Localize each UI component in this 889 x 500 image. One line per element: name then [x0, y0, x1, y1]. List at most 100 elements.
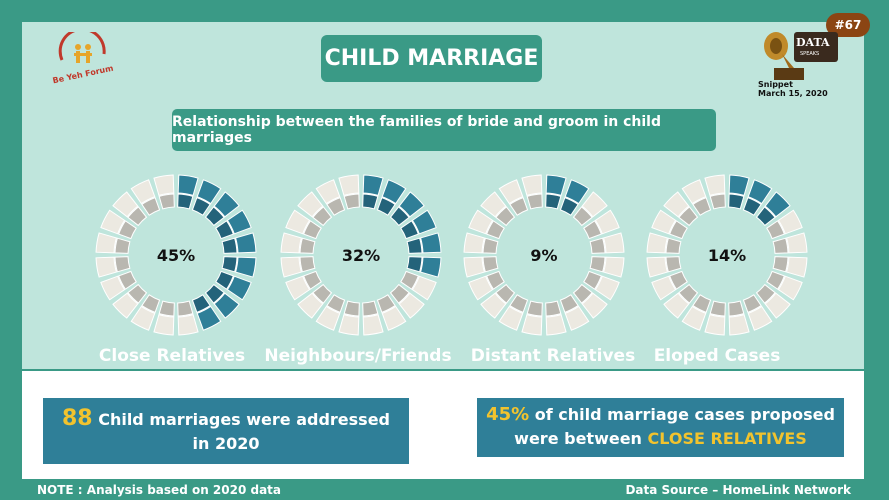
snippet-date-text: March 15, 2020 [758, 89, 828, 98]
donut-inner-segment-filled [559, 197, 579, 216]
donut-segment-empty [463, 256, 486, 278]
donut-segment-filled [411, 209, 437, 235]
donut-segment-empty [297, 292, 324, 319]
donut-segment-empty [468, 275, 494, 301]
donut-segment-empty [100, 209, 126, 235]
data-speaks-subtitle: SPEAKS [800, 51, 820, 57]
donut-segment-empty [681, 179, 707, 205]
donut-inner-segment-empty [772, 256, 789, 273]
donut-segment-filled [226, 275, 252, 301]
donut-segment-filled [196, 179, 222, 205]
donut-segment-empty [663, 292, 690, 319]
donut-inner-segment-empty [376, 294, 396, 313]
donut-inner-segment-empty [526, 300, 543, 317]
donut-inner-segment-filled [389, 206, 410, 227]
donut-segment-filled [398, 191, 425, 218]
donut-segment-empty [521, 174, 543, 197]
donut-segment-empty [362, 313, 384, 336]
donut-inner-segment-empty [678, 206, 699, 227]
donut-segment-empty [112, 191, 139, 218]
donut-inner-segment-empty [665, 237, 682, 254]
donut-segment-empty [280, 232, 303, 254]
donut-inner-segment-empty [669, 220, 688, 240]
donut-inner-segment-empty [400, 270, 419, 290]
donut-inner-segment-empty [389, 283, 410, 304]
donut-inner-segment-filled [215, 220, 234, 240]
donut-inner-segment-empty [114, 237, 131, 254]
category-label-distant-relatives: Distant Relatives [470, 346, 636, 366]
donut-segment-empty [594, 275, 620, 301]
donut-inner-segment-filled [545, 193, 562, 210]
donut-segment-empty [646, 232, 669, 254]
donut-value-label: 32% [341, 245, 381, 265]
donut-inner-segment-empty [326, 294, 346, 313]
donut-inner-segment-filled [742, 197, 762, 216]
donut-segment-filled [234, 232, 257, 254]
category-label-neighbours-friends: Neighbours/Friends [264, 346, 452, 366]
donut-segment-empty [663, 191, 690, 218]
donut-segment-empty [95, 256, 118, 278]
donut-value-label: 45% [156, 245, 196, 265]
donut-segment-empty [651, 275, 677, 301]
donut-segment-empty [646, 256, 669, 278]
donut-segment-empty [130, 305, 156, 331]
donut-inner-segment-filled [728, 193, 745, 210]
donut-inner-segment-empty [509, 294, 529, 313]
donut-inner-segment-empty [545, 300, 562, 317]
donut-inner-segment-filled [204, 206, 225, 227]
donut-segment-filled [234, 256, 257, 278]
donut-inner-segment-filled [191, 197, 211, 216]
donut-inner-segment-empty [665, 256, 682, 273]
donut-segment-empty [480, 292, 507, 319]
snippet-date: Snippet March 15, 2020 [758, 80, 828, 98]
donut-segment-empty [498, 179, 524, 205]
donut-segment-empty [338, 313, 360, 336]
donut-segment-empty [112, 292, 139, 319]
donut-segment-filled [728, 174, 750, 197]
donut-segment-empty [285, 275, 311, 301]
category-label-eloped-cases: Eloped Cases [653, 346, 781, 366]
donut-inner-segment-empty [141, 197, 161, 216]
donut-segment-filled [419, 256, 442, 278]
donut-value-label: 14% [707, 245, 747, 265]
donut-segment-empty [315, 305, 341, 331]
donut-inner-segment-empty [486, 220, 505, 240]
stat-text-line1: of child marriage cases proposed [534, 405, 835, 424]
donut-inner-segment-empty [755, 283, 776, 304]
donut-segment-filled [196, 305, 222, 331]
donut-segment-empty [777, 275, 803, 301]
donut-segment-filled [747, 179, 773, 205]
donut-inner-segment-empty [312, 206, 333, 227]
donut-inner-segment-empty [572, 206, 593, 227]
donut-inner-segment-empty [772, 237, 789, 254]
donut-inner-segment-empty [742, 294, 762, 313]
donut-inner-segment-filled [755, 206, 776, 227]
donut-inner-segment-empty [326, 197, 346, 216]
donut-value-label: 9% [530, 245, 558, 265]
donut-segment-empty [285, 209, 311, 235]
donut-inner-segment-empty [559, 294, 579, 313]
donut-inner-segment-empty [127, 206, 148, 227]
donut-inner-segment-empty [495, 206, 516, 227]
stat-percent: 45% [486, 404, 530, 425]
donut-segment-empty [764, 292, 791, 319]
footer: NOTE : Analysis based on 2020 data Data … [0, 480, 889, 500]
donut-segment-empty [463, 232, 486, 254]
donut-chart-2 [463, 174, 625, 336]
donut-inner-segment-empty [709, 300, 726, 317]
donut-segment-empty [338, 174, 360, 197]
donut-segment-empty [564, 305, 590, 331]
donut-inner-segment-empty [692, 197, 712, 216]
donut-inner-segment-empty [486, 270, 505, 290]
donut-inner-segment-empty [362, 300, 379, 317]
donut-segment-empty [411, 275, 437, 301]
donut-segment-filled [362, 174, 384, 197]
donut-segment-empty [602, 256, 625, 278]
category-label-close-relatives: Close Relatives [98, 346, 246, 366]
chart-subtitle: Relationship between the families of bri… [172, 109, 716, 151]
page-title: CHILD MARRIAGE [321, 35, 542, 82]
stat-number: 88 [62, 406, 93, 431]
donut-inner-segment-empty [526, 193, 543, 210]
donut-inner-segment-empty [509, 197, 529, 216]
data-speaks-logo: DATA SPEAKS [760, 26, 840, 86]
